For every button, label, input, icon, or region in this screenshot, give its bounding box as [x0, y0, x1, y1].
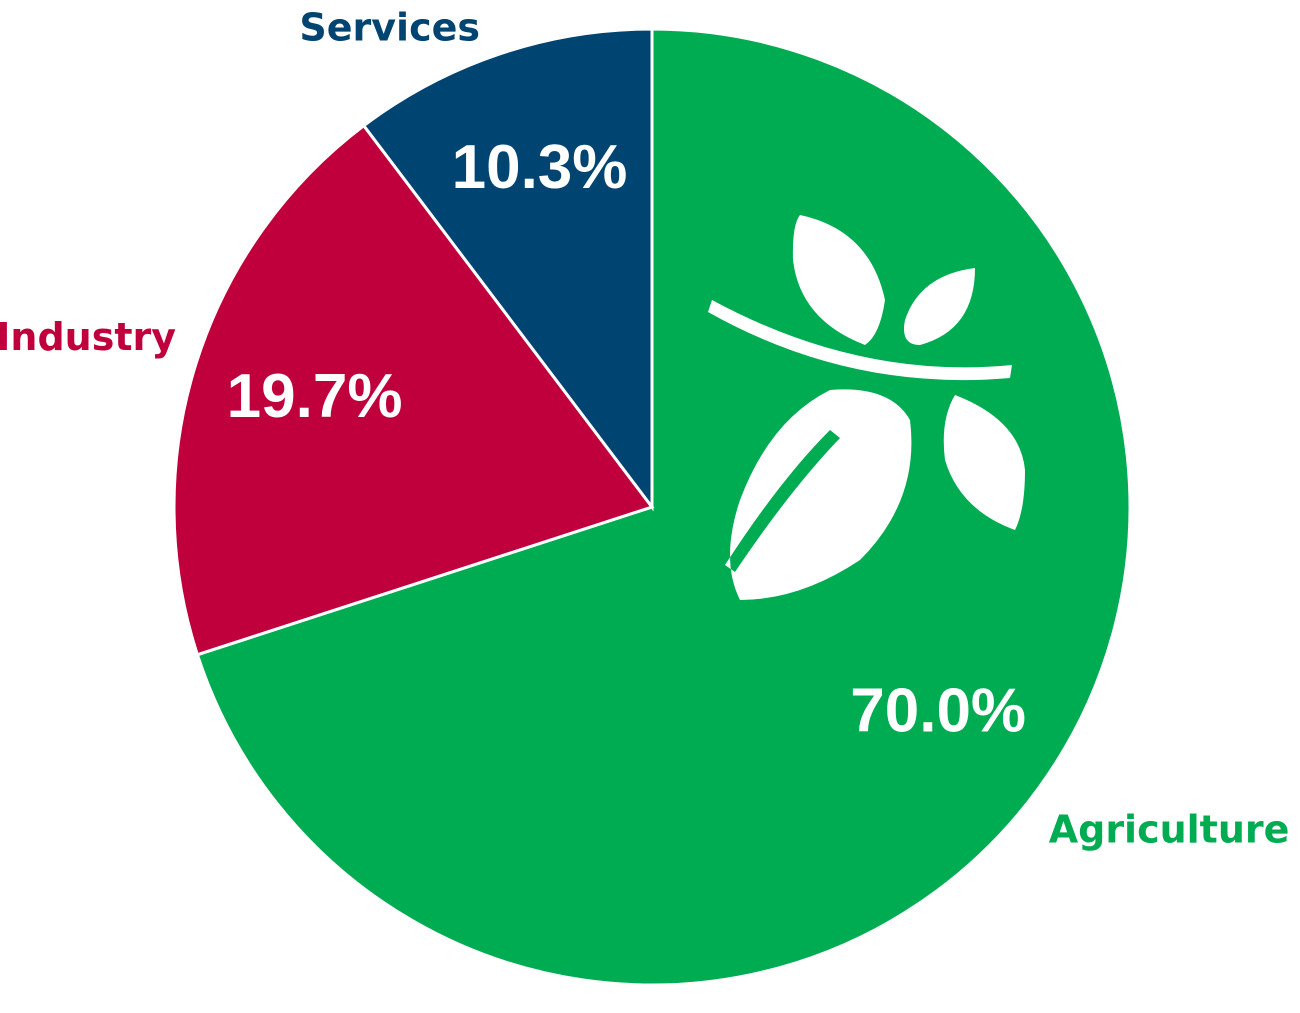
value-label: 70.0%: [850, 676, 1026, 745]
value-label: 10.3%: [452, 133, 628, 202]
pie-slice: [195, 27, 1132, 987]
category-label: Agriculture: [1049, 807, 1290, 851]
slices: [172, 27, 1132, 987]
category-label: Services: [299, 5, 480, 49]
value-label: 19.7%: [227, 362, 403, 431]
pie-slice: [172, 123, 655, 657]
pie-slice: [361, 27, 654, 512]
agriculture-icon: [708, 215, 1025, 600]
category-label: Industry: [0, 315, 176, 359]
labels: 70.0% Agriculture 19.7% Industry 10.3% Servic…: [0, 5, 1289, 851]
